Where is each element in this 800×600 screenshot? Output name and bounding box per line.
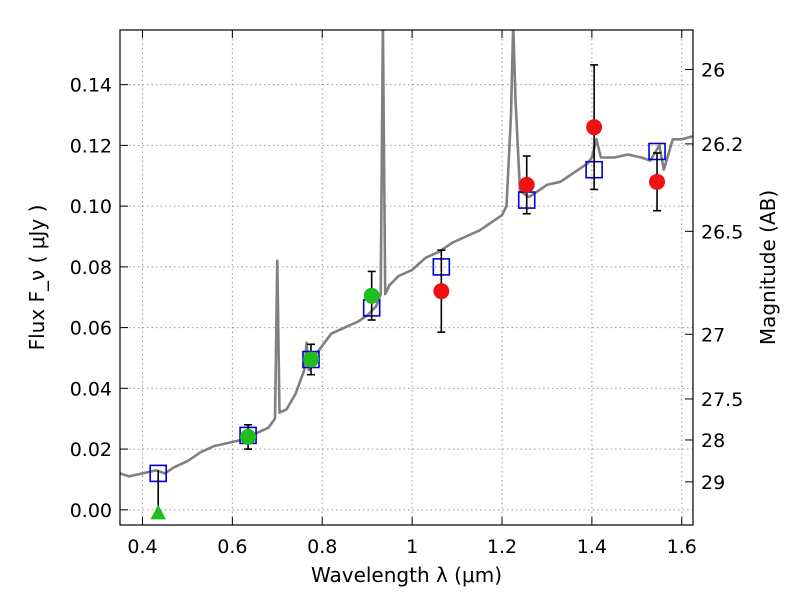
plot-frame: [119, 29, 694, 526]
right-axis-title: Magnitude (AB): [756, 190, 780, 345]
grid: [120, 30, 693, 525]
green-detection-point: [240, 428, 257, 445]
y-tick-label: 0.02: [70, 439, 112, 461]
y-tick-label: 0.10: [70, 196, 112, 218]
x-tick-label: 0.8: [307, 536, 337, 558]
y-tick-label: 0.08: [70, 257, 112, 279]
right-tick-label: 27: [701, 324, 725, 346]
green-detection-point: [303, 351, 319, 368]
y-tick-label: 0.14: [70, 75, 112, 97]
right-tick-label: 29: [701, 472, 725, 494]
right-tick-label: 28: [701, 430, 725, 452]
x-tick-label: 1.2: [487, 536, 517, 558]
upper-limit-triangle: [150, 504, 167, 520]
right-tick-label: 27.5: [701, 389, 743, 411]
right-tick-label: 26.5: [701, 221, 743, 243]
x-tick-label: 1.6: [667, 536, 697, 558]
x-tick-label: 1.4: [577, 536, 607, 558]
x-tick-label: 0.6: [217, 536, 247, 558]
red-detection-point: [649, 173, 666, 190]
y-tick-label: 0.12: [70, 135, 112, 157]
x-tick-label: 1: [406, 536, 418, 558]
data-layer: [120, 30, 693, 520]
y-tick-label: 0.00: [70, 500, 112, 522]
x-tick-label: 0.4: [127, 536, 157, 558]
ticks: 0.4 0.6 0.8 1 1.2 1.4 1.6 0.00 0.02 0.04 0.06 0.08 0…: [70, 30, 743, 558]
red-detection-point: [586, 119, 603, 136]
red-detection-point: [518, 176, 535, 193]
red-detection-point: [433, 283, 450, 300]
y-axis-title: Flux F_ν ( μJy ): [25, 205, 49, 351]
green-detection-point: [363, 287, 380, 304]
x-axis-title: Wavelength λ (μm): [311, 563, 502, 587]
y-tick-label: 0.06: [70, 318, 112, 340]
right-tick-label: 26.2: [701, 134, 743, 156]
plot-area: [120, 30, 693, 520]
right-tick-label: 26: [701, 59, 725, 81]
y-tick-label: 0.04: [70, 378, 112, 400]
